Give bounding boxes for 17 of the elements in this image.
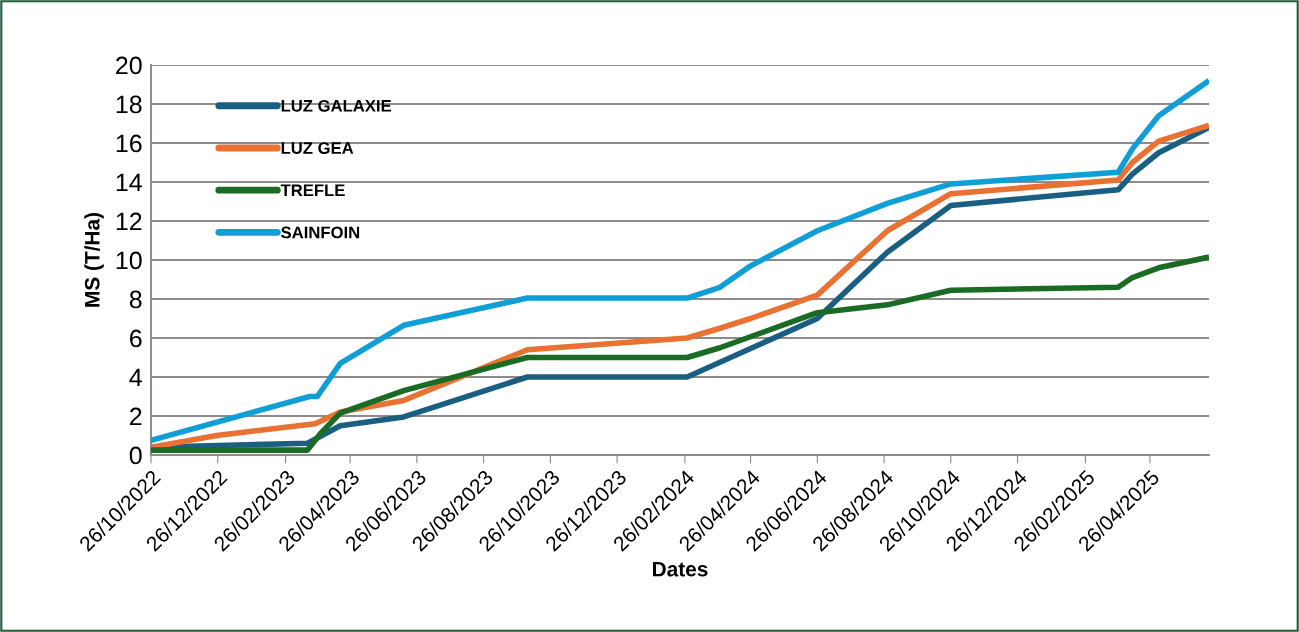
legend-label: SAINFOIN [281, 226, 360, 239]
legend-label: LUZ GALAXIE [281, 99, 392, 112]
y-tick-label: 18 [116, 95, 142, 114]
y-axis-title: MS (T/Ha) [84, 213, 104, 307]
legend-label: TREFLE [280, 184, 345, 196]
y-tick-label: 2 [130, 407, 142, 426]
y-tick-label: 8 [129, 290, 142, 309]
y-tick-label: 16 [116, 134, 142, 153]
y-tick-label: 6 [130, 329, 142, 348]
y-tick-label: 14 [116, 173, 142, 192]
y-tick-label: 0 [129, 446, 142, 465]
y-tick-label: 12 [116, 212, 142, 231]
legend-label: LUZ GEA [281, 142, 354, 154]
x-axis-title: Dates [653, 561, 708, 577]
y-tick-label: 20 [116, 56, 142, 75]
y-tick-label: 4 [129, 368, 142, 387]
y-tick-label: 10 [116, 251, 142, 270]
